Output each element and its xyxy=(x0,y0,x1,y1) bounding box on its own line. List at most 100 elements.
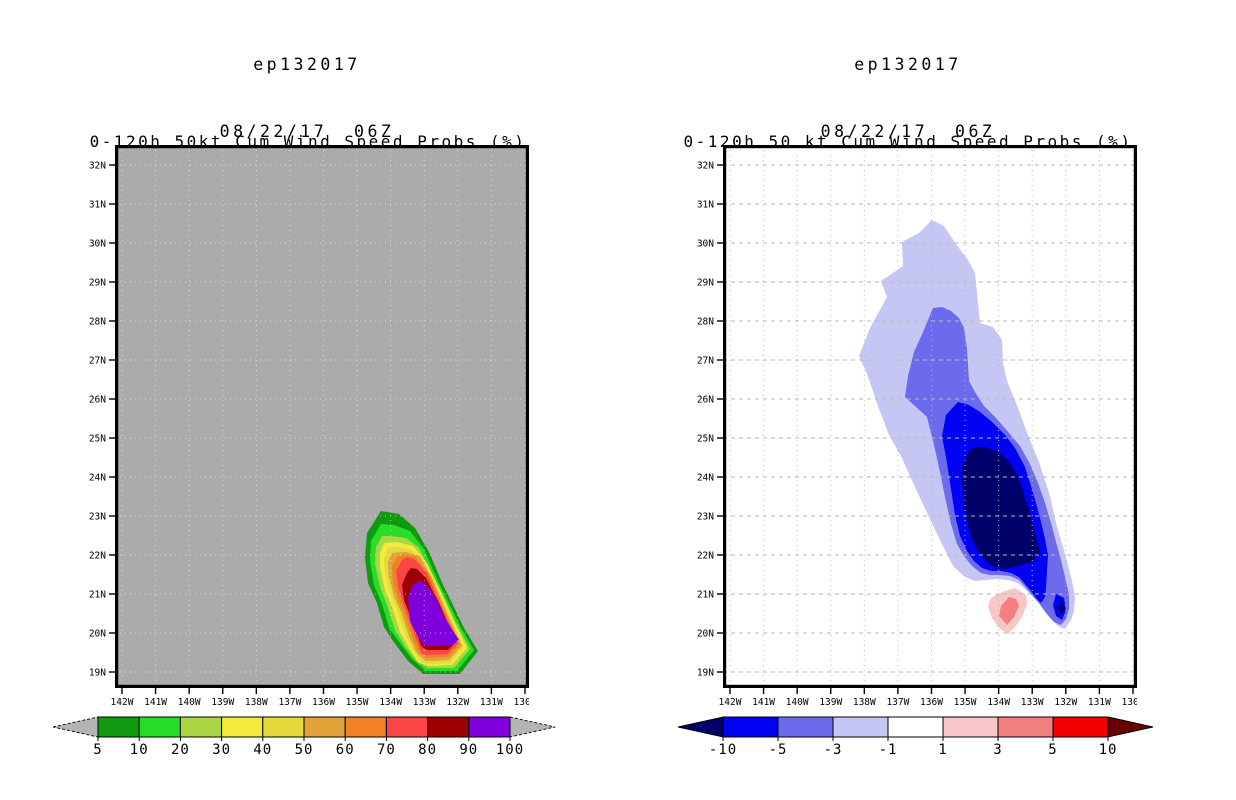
lon-tick-label: 133W xyxy=(1021,697,1044,708)
colorbar-label: 100 xyxy=(496,742,524,758)
lon-tick-label: 133W xyxy=(413,697,436,708)
init-datetime: 08/22/17 06Z xyxy=(219,122,395,141)
lon-tick-label: 132W xyxy=(446,697,469,708)
lon-tick-label: 140W xyxy=(786,697,809,708)
lat-tick-label: 26N xyxy=(89,395,106,406)
lat-tick-label: 31N xyxy=(697,200,714,211)
axis-layer: 32N 31N 30N 29N 28N 27N 26N 25N 24N 23N 22N 21N 20N 1… xyxy=(89,161,529,709)
colorbar-label: 30 xyxy=(212,742,231,758)
colorbar-left-arrow xyxy=(678,716,724,738)
lat-tick-label: 27N xyxy=(89,356,106,367)
colorbar-label: 5 xyxy=(93,742,102,758)
lat-tick-label: 21N xyxy=(89,590,106,601)
lon-tick-label: 140W xyxy=(178,697,201,708)
lon-tick-label: 141W xyxy=(144,697,167,708)
colorbar-segment xyxy=(344,716,387,738)
axis-layer: 32N 31N 30N 29N 28N 27N 26N 25N 24N 23N 22N 21N 20N 1… xyxy=(697,161,1137,709)
lat-tick-label: 28N xyxy=(89,317,106,328)
colorbar-segment xyxy=(138,716,181,738)
lat-tick-label: 22N xyxy=(697,551,714,562)
lat-tick-label: 25N xyxy=(89,434,106,445)
lat-tick-label: 20N xyxy=(697,629,714,640)
grid-layer xyxy=(115,145,529,688)
lat-tick-label: 31N xyxy=(89,200,106,211)
lat-tick-label: 32N xyxy=(697,161,714,172)
storm-id: ep132017 xyxy=(253,55,361,74)
colorbar-rad-bc-control: -10 -5 -3 -1 1 3 5 10 xyxy=(678,716,1154,758)
lat-tick-label: 19N xyxy=(89,668,106,679)
lat-tick-label: 32N xyxy=(89,161,106,172)
contour-level-90 xyxy=(408,580,459,646)
colorbar-label: 40 xyxy=(253,742,272,758)
lon-tick-label: 134W xyxy=(987,697,1010,708)
colorbar-label: 3 xyxy=(993,742,1002,758)
colorbar-label: 10 xyxy=(1099,742,1118,758)
colorbar-label: 5 xyxy=(1048,742,1057,758)
colorbar-label: 20 xyxy=(171,742,190,758)
map-radii-bc: 32N 31N 30N 29N 28N 27N 26N 25N 24N 23N 22N 21N 20N 1… xyxy=(89,145,529,709)
init-datetime: 08/22/17 06Z xyxy=(820,122,996,141)
lat-tick-label: 24N xyxy=(89,473,106,484)
colorbar-segment xyxy=(179,716,223,738)
colorbar-segment xyxy=(777,716,834,738)
contour-layer xyxy=(365,511,478,674)
lat-tick-label: 29N xyxy=(697,278,714,289)
lon-tick-label: 132W xyxy=(1054,697,1077,708)
colorbar-segment xyxy=(468,716,511,738)
lat-tick-label: 23N xyxy=(89,512,106,523)
colorbar-label: -1 xyxy=(879,742,898,758)
map-background xyxy=(115,145,529,688)
colorbar-label: 50 xyxy=(295,742,314,758)
colorbar-label: 60 xyxy=(336,742,355,758)
colorbar-label: 80 xyxy=(418,742,437,758)
lat-tick-label: 27N xyxy=(697,356,714,367)
lat-tick-label: 29N xyxy=(89,278,106,289)
lat-tick-label: 26N xyxy=(697,395,714,406)
lat-tick-label: 30N xyxy=(89,239,106,250)
lon-tick-label: 138W xyxy=(245,697,268,708)
lat-tick-label: 24N xyxy=(697,473,714,484)
colorbar-segment xyxy=(722,716,779,738)
colorbar-label: -10 xyxy=(709,742,737,758)
colorbar-label: -3 xyxy=(824,742,843,758)
grid-layer xyxy=(723,145,1137,688)
colorbar-label: 10 xyxy=(130,742,149,758)
map-border xyxy=(114,145,529,688)
colorbar-segment xyxy=(97,716,140,738)
map-border xyxy=(722,145,1137,688)
colorbar-left-arrow xyxy=(53,716,99,738)
lat-tick-label: 19N xyxy=(697,668,714,679)
colorbar-segment xyxy=(221,716,264,738)
lon-tick-label: 136W xyxy=(920,697,943,708)
colorbar-segment xyxy=(887,716,944,738)
colorbar-label: 90 xyxy=(459,742,478,758)
lon-tick-label: 130W xyxy=(514,697,529,708)
lon-tick-label: 139W xyxy=(211,697,234,708)
colorbar-label: 70 xyxy=(377,742,396,758)
lon-tick-label: 134W xyxy=(379,697,402,708)
lon-tick-label: 135W xyxy=(346,697,369,708)
colorbar-segment xyxy=(832,716,889,738)
lon-tick-label: 139W xyxy=(819,697,842,708)
contour-layer xyxy=(859,220,1075,634)
panel1-title-block: ep132017 08/22/17 06Z xyxy=(100,12,514,184)
colorbar-segment xyxy=(303,716,346,738)
colorbar-segment xyxy=(385,716,429,738)
lat-tick-label: 25N xyxy=(697,434,714,445)
contour-level--10 xyxy=(1058,602,1065,614)
lat-tick-label: 30N xyxy=(697,239,714,250)
lat-tick-label: 22N xyxy=(89,551,106,562)
storm-id: ep132017 xyxy=(854,55,962,74)
lon-tick-label: 138W xyxy=(853,697,876,708)
colorbar-segment xyxy=(262,716,305,738)
colorbar-segment xyxy=(942,716,999,738)
lon-tick-label: 137W xyxy=(886,697,909,708)
lon-tick-label: 142W xyxy=(719,697,742,708)
lat-tick-label: 21N xyxy=(697,590,714,601)
colorbar-segment xyxy=(427,716,470,738)
colorbar-radii-bc: 5 10 20 30 40 50 60 70 80 90 100 xyxy=(53,716,556,758)
contour-level-3 xyxy=(999,597,1019,625)
panel2-title-block: ep132017 08/22/17 06Z xyxy=(701,12,1115,184)
lon-tick-label: 135W xyxy=(954,697,977,708)
